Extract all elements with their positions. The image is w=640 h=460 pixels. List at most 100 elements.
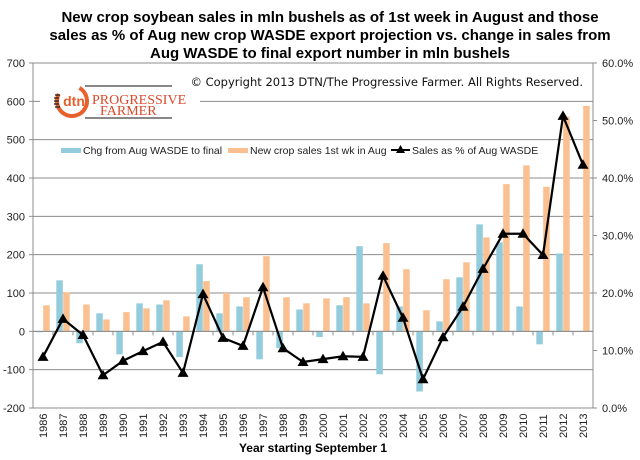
sales-pct-marker: [497, 228, 509, 238]
bar-chg: [96, 313, 103, 332]
sales-pct-marker: [317, 353, 329, 364]
x-tick-label: 2003: [378, 414, 390, 438]
sales-pct-marker: [297, 356, 309, 366]
x-tick-label: 1999: [298, 414, 310, 438]
x-tick-label: 1992: [158, 414, 170, 438]
bar-new-crop-sales: [263, 256, 270, 332]
x-tick-label: 2006: [438, 414, 450, 438]
bar-chg: [556, 253, 563, 332]
legend-item-chg: Chg from Aug WASDE to final: [61, 145, 222, 157]
x-tick-label: 2011: [538, 414, 550, 438]
bar-new-crop-sales: [323, 298, 330, 332]
title-line-2: sales as % of Aug new crop WASDE export …: [49, 27, 610, 44]
sales-pct-marker: [277, 342, 289, 353]
sales-pct-marker: [337, 350, 349, 361]
bar-chg: [316, 331, 323, 338]
sales-pct-marker: [37, 351, 49, 361]
y-tick-label-right: 20.0%: [602, 288, 633, 300]
sales-pct-marker: [137, 345, 149, 356]
bar-chg: [176, 331, 183, 358]
x-tick-label: 1988: [78, 414, 90, 438]
bar-chg: [136, 303, 143, 332]
bar-chg: [216, 313, 223, 332]
bar-new-crop-sales: [343, 297, 350, 332]
sales-pct-marker: [577, 159, 589, 169]
x-tick-label: 1998: [278, 414, 290, 438]
bar-new-crop-sales: [123, 312, 130, 332]
sales-pct-marker: [457, 301, 469, 311]
bar-chg: [356, 246, 363, 332]
bar-new-crop-sales: [543, 186, 550, 332]
bar-new-crop-sales: [43, 305, 50, 332]
legend-label-sales-pct: Sales as % of Aug WASDE: [412, 145, 538, 157]
y-tick-label-right: 0.0%: [602, 403, 627, 415]
sales-pct-marker: [417, 373, 429, 384]
bar-new-crop-sales: [303, 303, 310, 332]
bar-chg: [296, 309, 303, 332]
legend-background: [30, 142, 586, 162]
bar-new-crop-sales: [503, 184, 510, 332]
title-line-1: New crop soybean sales in mln bushels as…: [61, 9, 598, 26]
bar-new-crop-sales: [403, 269, 410, 332]
bar-chg: [236, 306, 243, 332]
y-tick-label-right: 50.0%: [602, 116, 633, 128]
legend-marker-triangle: [396, 145, 405, 153]
legend-item-sales-pct: Sales as % of Aug WASDE: [391, 145, 538, 157]
title-line-3: Aug WASDE to final export number in mln …: [150, 45, 510, 62]
y-tick-label-left: 700: [7, 58, 25, 70]
x-tick-label: 2005: [418, 414, 430, 438]
x-tick-label: 2004: [398, 414, 410, 438]
bar-chg: [416, 331, 423, 392]
x-tick-label: 1987: [58, 414, 70, 438]
bar-chg: [516, 306, 523, 332]
sales-pct-polyline: [42, 111, 585, 383]
bar-new-crop-sales: [483, 237, 490, 332]
logo-progressive: PROGRESSIVE: [92, 93, 186, 108]
bar-chg: [436, 321, 443, 332]
x-tick-label: 1997: [258, 414, 270, 438]
chart-title: New crop soybean sales in mln bushels as…: [49, 9, 610, 62]
sales-pct-marker: [557, 110, 569, 120]
x-axis-title: Year starting September 1: [239, 441, 387, 455]
bar-chg: [256, 331, 263, 360]
y-tick-label-left: 500: [7, 135, 25, 147]
sales-pct-marker: [117, 355, 129, 365]
sales-pct-marker: [477, 263, 489, 273]
y-tick-label-right: 40.0%: [602, 173, 633, 185]
bar-chg: [376, 331, 383, 375]
bar-new-crop-sales: [383, 243, 390, 332]
x-tick-label: 1996: [238, 414, 250, 438]
bar-new-crop-sales: [143, 308, 150, 332]
sales-pct-marker: [57, 313, 69, 323]
bar-chg: [56, 280, 63, 332]
sales-pct-marker: [517, 228, 529, 238]
bar-new-crop-sales: [83, 304, 90, 332]
legend-label-chg: Chg from Aug WASDE to final: [83, 145, 222, 157]
sales-pct-marker: [97, 369, 109, 380]
y-axis-left-ticks: -200 -100 0 100 200 300 400 500 600 700: [3, 58, 33, 415]
y-tick-label-left: 400: [7, 173, 25, 185]
x-tick-label: 2002: [358, 414, 370, 438]
x-tick-label: 2007: [458, 414, 470, 438]
sales-pct-marker: [257, 281, 269, 292]
y-tick-label-right: 30.0%: [602, 231, 633, 243]
x-tick-label: 1990: [118, 414, 130, 438]
x-tick-label: 2009: [498, 414, 510, 438]
x-tick-label: 2008: [478, 414, 490, 438]
y-tick-label-right: 10.0%: [602, 346, 633, 358]
x-tick-label: 1995: [218, 414, 230, 438]
x-tick-label: 2012: [558, 414, 570, 438]
bar-new-crop-sales: [563, 116, 570, 332]
bar-new-crop-sales: [103, 319, 110, 332]
sales-pct-marker: [157, 336, 169, 346]
copyright-notice: © Copyright 2013 DTN/The Progressive Far…: [190, 75, 583, 89]
sales-pct-marker: [437, 331, 449, 342]
bar-new-crop-sales: [443, 279, 450, 332]
sales-pct-marker: [377, 270, 389, 280]
bar-chg: [156, 304, 163, 332]
sales-pct-marker: [537, 249, 549, 260]
y-tick-label-left: 0: [19, 326, 25, 338]
x-tick-label: 2000: [318, 414, 330, 438]
x-tick-label: 1994: [198, 414, 210, 438]
legend-swatch-chg: [61, 148, 81, 153]
